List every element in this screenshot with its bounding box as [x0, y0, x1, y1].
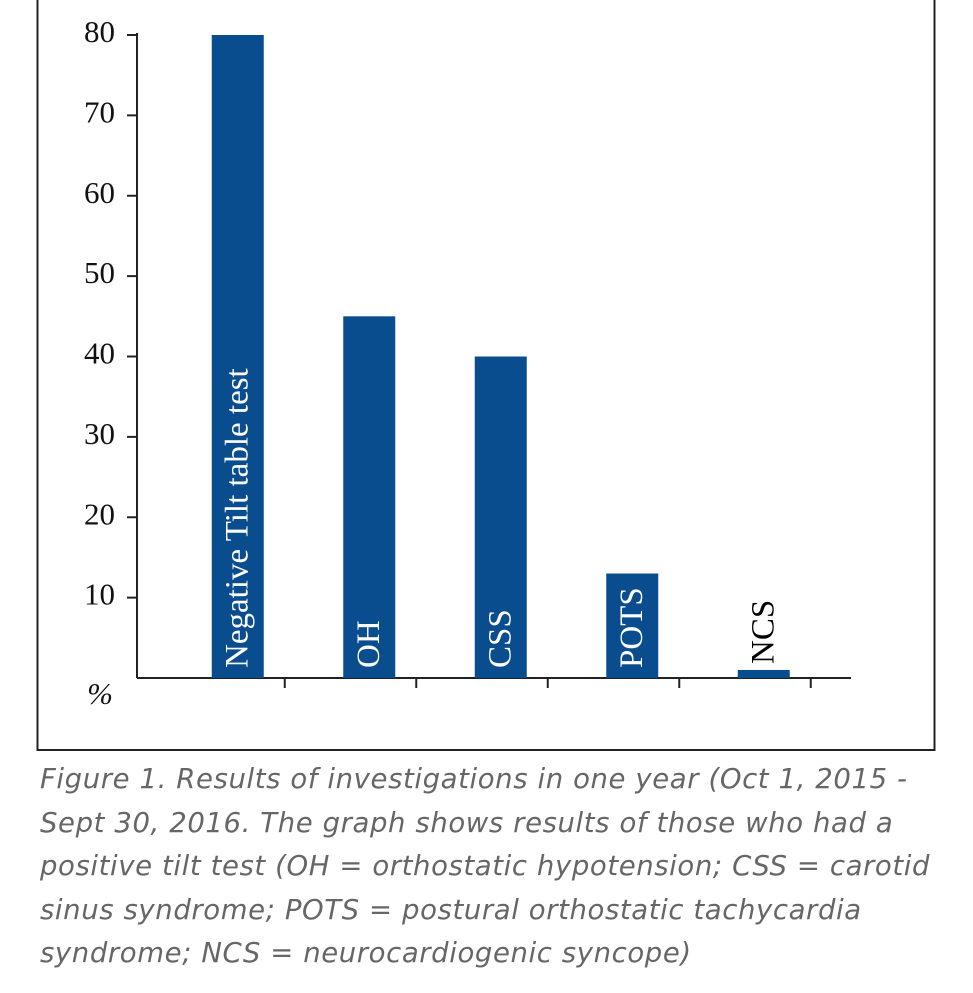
- caption-line: syndrome; NCS = neurocardiogenic syncope…: [40, 937, 692, 969]
- y-axis-label: %: [87, 676, 113, 711]
- y-tick-label: 80: [84, 14, 115, 49]
- bar: [343, 316, 396, 678]
- y-tick-label: 30: [84, 416, 115, 451]
- caption: Figure 1. Results of investigations in o…: [40, 758, 960, 976]
- bar: [474, 356, 527, 678]
- caption-line: Sept 30, 2016. The graph shows results o…: [40, 806, 894, 839]
- chart-frame: [36, 0, 936, 751]
- y-tick-label: 40: [84, 336, 115, 371]
- caption-line: positive tilt test (OH = orthostatic hyp…: [40, 850, 931, 882]
- category-label: CSS: [482, 609, 518, 668]
- bar: [737, 669, 790, 678]
- y-tick-label: 50: [84, 255, 115, 290]
- y-tick-label: 70: [84, 94, 115, 129]
- y-tick-label: 20: [84, 496, 115, 531]
- category-label: Negative Tilt table test: [219, 368, 255, 668]
- caption-line: sinus syndrome; POTS = postural orthosta…: [40, 893, 862, 926]
- category-label: POTS: [614, 587, 650, 668]
- chart: % 10 20 30 40 50 60 70 80 Negative Tilt table te…: [36, 0, 936, 751]
- bar: [211, 35, 264, 678]
- caption-line: Figure 1. Results of investigations in o…: [40, 763, 908, 795]
- category-label: OH: [351, 620, 387, 668]
- y-tick-label: 10: [84, 577, 115, 612]
- y-tick-label: 60: [84, 175, 115, 210]
- category-label: NCS: [745, 600, 781, 664]
- bar: [606, 573, 659, 678]
